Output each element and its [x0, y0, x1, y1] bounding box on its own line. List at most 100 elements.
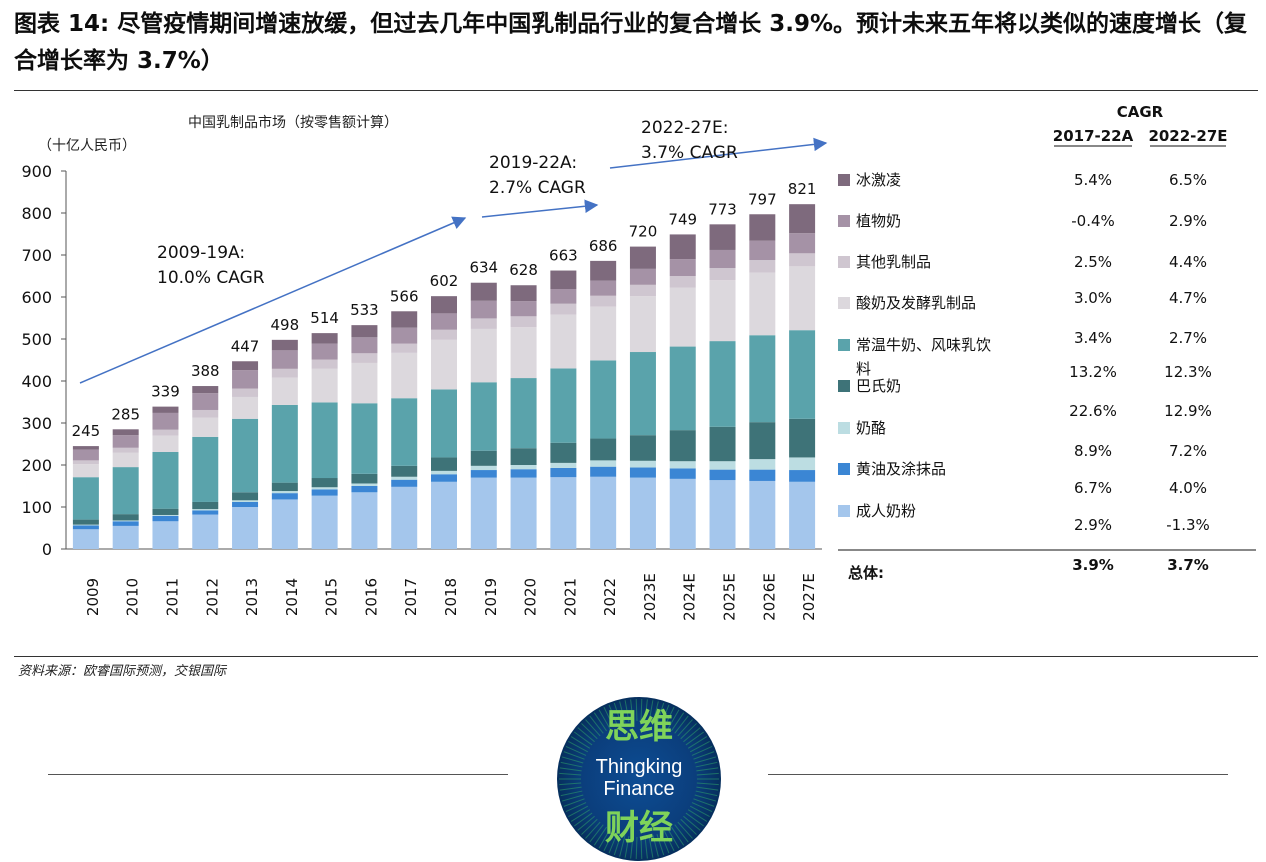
- y-tick-label: 400: [21, 372, 52, 391]
- logo-ray: [559, 786, 582, 791]
- bar-total-label: 514: [310, 309, 339, 327]
- x-tick-label: 2025E: [721, 573, 739, 621]
- bar-segment: [510, 477, 537, 549]
- y-tick-label: 500: [21, 330, 52, 349]
- bar-segment: [470, 318, 497, 329]
- bar-segment: [112, 521, 139, 526]
- bar-segment: [669, 276, 696, 288]
- bar-segment: [629, 268, 656, 285]
- bar-segment: [470, 382, 497, 451]
- x-tick-label: 2023E: [641, 573, 659, 621]
- x-tick-label: 2026E: [760, 573, 778, 621]
- y-tick-label: 100: [21, 498, 52, 517]
- bar-segment: [789, 418, 816, 458]
- bar-segment: [112, 429, 139, 436]
- x-tick-label: 2010: [124, 578, 142, 616]
- logo-ray: [559, 782, 582, 786]
- bar-segment: [72, 446, 99, 450]
- logo-ray: [603, 830, 615, 852]
- logo-ray: [648, 836, 654, 858]
- bar-segment: [510, 316, 537, 328]
- bar-segment: [709, 341, 736, 427]
- cagr-value: 3.4%: [1074, 329, 1112, 347]
- bar-segment: [550, 477, 577, 549]
- bar-segment: [152, 515, 179, 522]
- bar-segment: [152, 406, 179, 413]
- bar-total-label: 821: [788, 180, 817, 198]
- cagr-annotation-period: 2019-22A:: [489, 153, 577, 173]
- logo-ray: [652, 835, 659, 857]
- bar-segment: [749, 459, 776, 470]
- x-tick-label: 2016: [362, 578, 380, 616]
- bar-segment: [470, 450, 497, 466]
- bar-segment: [629, 284, 656, 297]
- bar-segment: [789, 481, 816, 549]
- logo-ray: [667, 709, 680, 730]
- logo-ray: [693, 751, 715, 760]
- bar-segment: [152, 435, 179, 452]
- logo-ray: [559, 767, 582, 772]
- logo-ray: [613, 702, 622, 724]
- legend-label: 黄油及涂抹品: [856, 460, 946, 478]
- bar-segment: [232, 388, 259, 397]
- bar-segment: [152, 412, 179, 430]
- bar-total-label: 498: [271, 316, 300, 334]
- bar-segment: [709, 268, 736, 281]
- bar-segment: [669, 234, 696, 260]
- bar-segment: [550, 442, 577, 463]
- logo-ray: [685, 731, 705, 746]
- logo-ray: [680, 723, 697, 740]
- y-axis-label: （十亿人民币）: [38, 138, 136, 154]
- bar-segment: [271, 368, 298, 378]
- legend-label: 巴氏奶: [856, 377, 901, 395]
- y-tick-label: 200: [21, 456, 52, 475]
- bar-segment: [629, 467, 656, 478]
- cagr-value: 4.4%: [1169, 253, 1207, 271]
- cagr-value: 8.9%: [1074, 442, 1112, 460]
- bar-segment: [391, 486, 418, 549]
- logo-ray: [593, 712, 607, 732]
- bar-segment: [629, 246, 656, 269]
- bar-total-label: 388: [191, 362, 220, 380]
- logo-ray: [677, 719, 693, 737]
- cagr-total-value: 3.9%: [1072, 556, 1114, 574]
- bar-total-label: 720: [629, 223, 658, 241]
- logo-ray: [560, 761, 583, 768]
- logo-ray: [563, 798, 585, 807]
- x-tick-label: 2013: [243, 578, 261, 616]
- logo-ray: [635, 699, 638, 722]
- bottom-rule: [14, 656, 1258, 657]
- chart: 中国乳制品市场（按零售额计算） （十亿人民币） 0 100 200 300 400 500 60…: [21, 103, 1256, 621]
- bar-segment: [311, 478, 338, 488]
- bar-segment: [351, 473, 378, 484]
- logo-ray: [568, 741, 589, 753]
- bar-segment: [590, 476, 617, 549]
- logo-ray: [689, 805, 710, 817]
- logo-ray: [656, 834, 665, 856]
- cagr-value: 4.0%: [1169, 479, 1207, 497]
- bar-segment: [709, 469, 736, 481]
- bar-segment: [629, 296, 656, 353]
- bar-segment: [391, 479, 418, 487]
- logo-text-bottom: 财经: [605, 808, 673, 848]
- bar-segment: [550, 270, 577, 290]
- bar-segment: [232, 396, 259, 419]
- logo-ray: [563, 751, 585, 760]
- bar-segment: [112, 467, 139, 515]
- bar-total-label: 533: [350, 301, 379, 319]
- bar-total-label: 773: [708, 200, 737, 218]
- bar-segment: [112, 525, 139, 549]
- bar-segment: [470, 477, 497, 549]
- x-tick-label: 2021: [561, 578, 579, 616]
- x-tick-label: 2014: [283, 578, 301, 616]
- bar-segment: [470, 300, 497, 319]
- bar-segment: [152, 514, 179, 516]
- bar-segment: [232, 507, 259, 549]
- bar-segment: [590, 466, 617, 477]
- bar-segment: [351, 403, 378, 474]
- bar-total-label: 663: [549, 247, 578, 265]
- bar-segment: [789, 204, 816, 234]
- legend-swatch: [838, 256, 850, 268]
- bar-segment: [271, 404, 298, 483]
- cagr-value: 6.7%: [1074, 479, 1112, 497]
